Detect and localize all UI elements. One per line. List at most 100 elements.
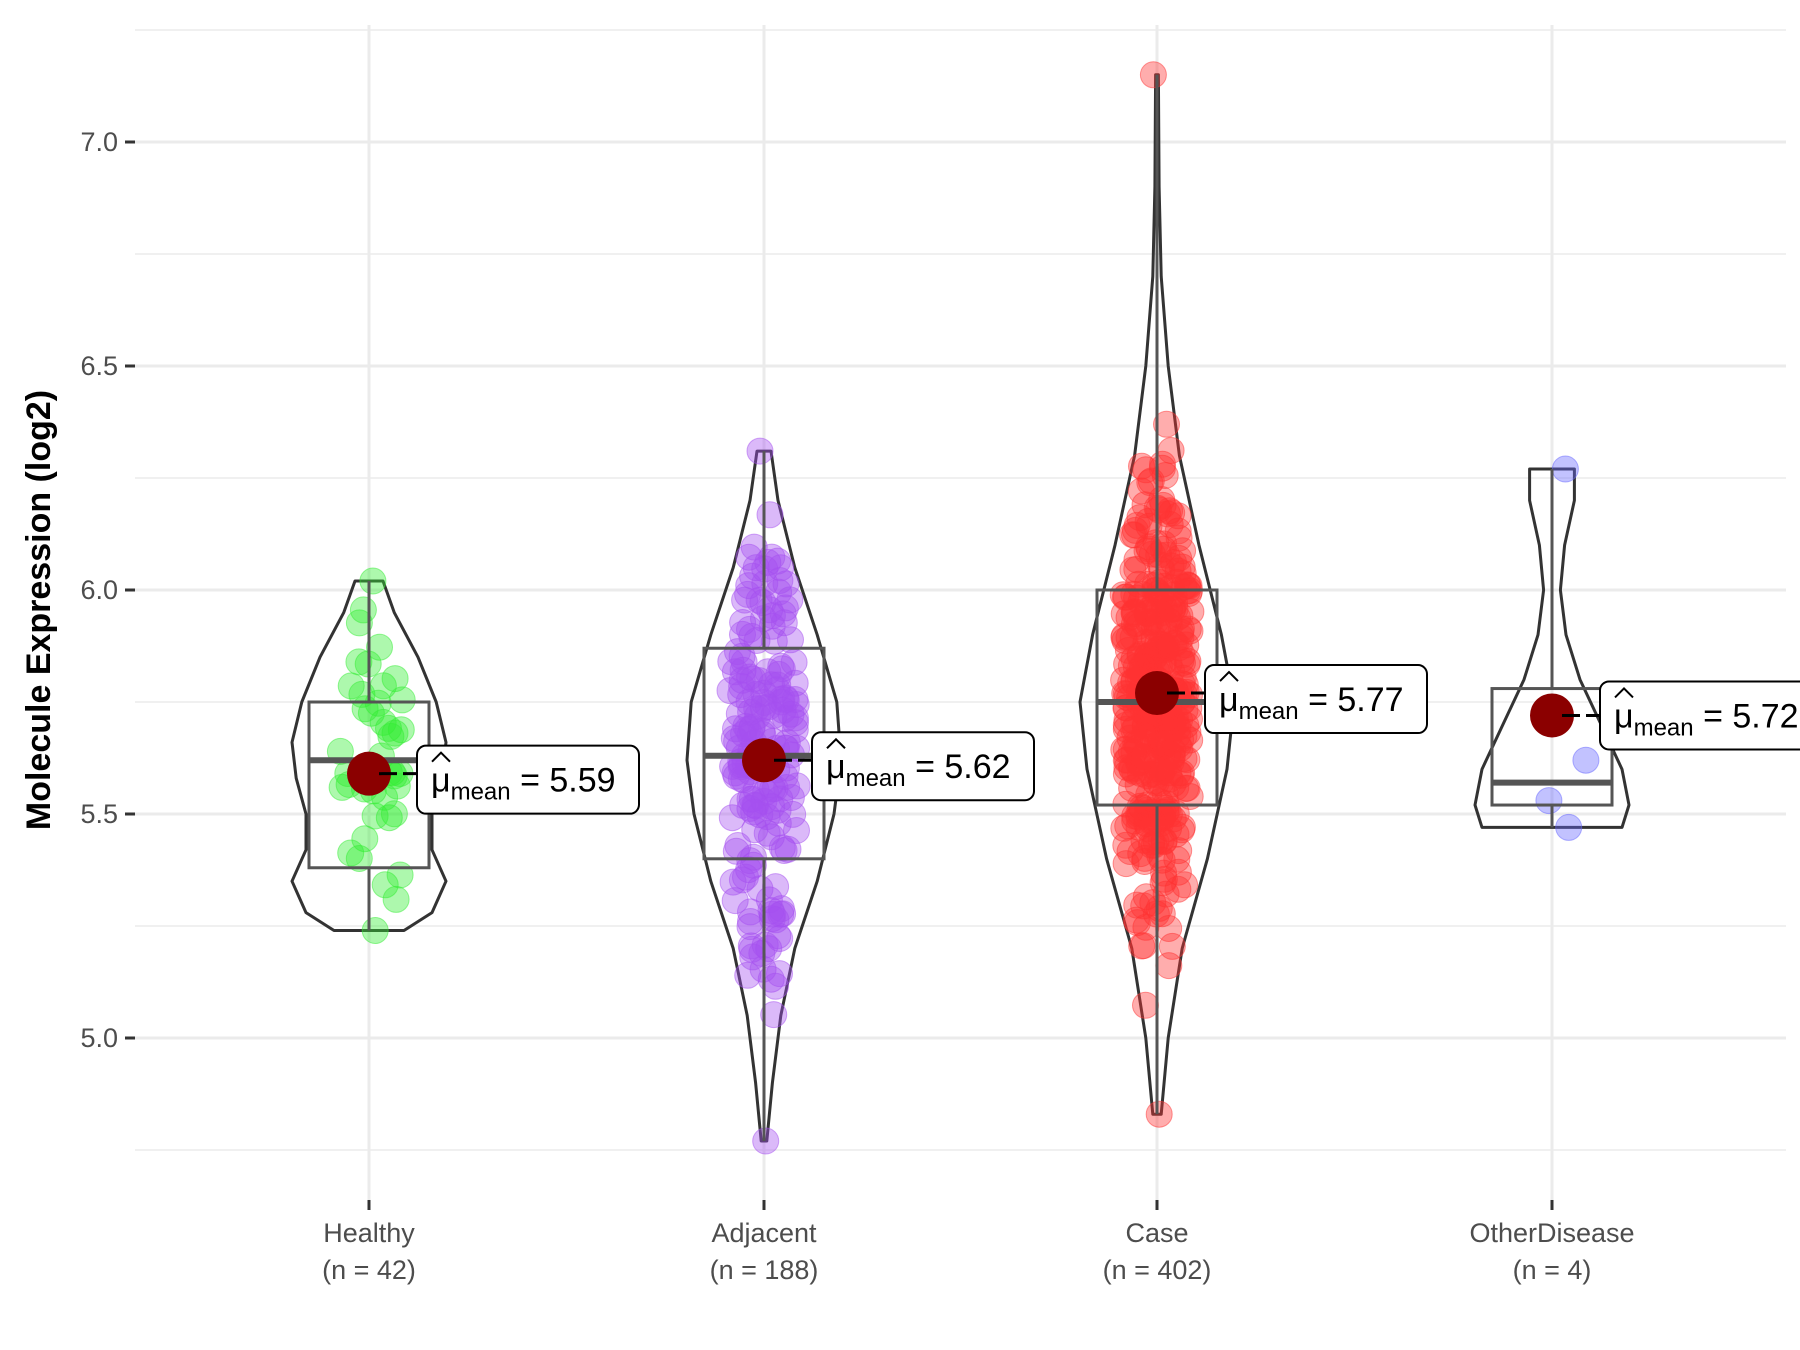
data-point [380, 800, 408, 828]
data-point [716, 677, 744, 705]
data-point [746, 437, 774, 465]
hat-accent [826, 737, 846, 749]
annotation-box [811, 731, 1035, 802]
data-point [762, 972, 789, 1000]
data-point [1165, 544, 1193, 572]
violin-otherdisease [1473, 467, 1631, 829]
data-point [756, 501, 784, 529]
data-point [748, 939, 776, 967]
data-point [1148, 486, 1176, 513]
hat-accent [431, 751, 451, 763]
data-point [1176, 705, 1203, 733]
data-point [771, 684, 799, 712]
data-point [750, 679, 778, 707]
data-point [1145, 1100, 1173, 1128]
data-point [757, 823, 785, 851]
data-point [361, 802, 389, 830]
mean-subscript: mean [1239, 698, 1299, 725]
annotation-text: μmean = 5.77 [1219, 681, 1404, 725]
data-point [766, 925, 794, 952]
annotation-box [1599, 680, 1800, 751]
y-tick-label: 7.0 [80, 127, 118, 157]
data-point [755, 935, 783, 963]
data-point [382, 885, 410, 913]
x-tick-label: Adjacent [711, 1218, 817, 1248]
grid [135, 25, 1786, 1200]
data-point [735, 856, 763, 884]
data-point [750, 787, 778, 815]
annotation-text: μmean = 5.62 [826, 748, 1011, 792]
data-point [756, 596, 784, 624]
data-point [767, 900, 795, 928]
mu-symbol: μ [826, 748, 846, 786]
data-point [1115, 604, 1143, 632]
mean-subscript: mean [1634, 714, 1694, 741]
data-point [1139, 61, 1167, 89]
data-point [1152, 635, 1180, 663]
data-point [721, 887, 749, 915]
data-point [1167, 726, 1195, 753]
data-point [1164, 502, 1192, 530]
hat-accent [1219, 670, 1239, 682]
data-point [1119, 556, 1147, 584]
annotation-text: μmean = 5.59 [431, 762, 616, 806]
y-tick-label: 6.0 [80, 575, 118, 605]
data-point [1133, 537, 1161, 565]
data-point [371, 871, 399, 899]
hat-accent [1614, 687, 1634, 699]
data-point [742, 680, 770, 708]
data-point [1128, 452, 1155, 480]
data-point [1112, 715, 1140, 743]
data-point [1141, 571, 1169, 599]
data-point [1163, 845, 1191, 873]
y-axis: 5.0 5.5 6.0 6.5 7.0 [80, 127, 135, 1053]
data-point [375, 804, 403, 832]
jitter-points [326, 61, 1600, 1155]
data-point [1138, 540, 1166, 568]
data-point [1139, 889, 1167, 917]
data-point [1132, 991, 1159, 1019]
data-point [732, 863, 759, 891]
data-point [366, 633, 393, 661]
data-point [1165, 524, 1193, 552]
data-point [1555, 813, 1583, 841]
data-point [1123, 909, 1151, 937]
data-point [779, 800, 807, 828]
data-point [1120, 598, 1148, 626]
data-point [345, 845, 373, 872]
data-point [1551, 455, 1579, 483]
y-tick-label: 6.5 [80, 351, 118, 381]
data-point [1143, 755, 1171, 783]
data-point [760, 701, 788, 729]
data-point [345, 609, 373, 637]
data-point [1167, 623, 1195, 651]
mean-point [742, 738, 786, 783]
x-tick-label: Healthy [323, 1218, 415, 1248]
data-point [758, 900, 786, 928]
data-point [736, 663, 763, 691]
data-point [1159, 770, 1187, 798]
annotation-text: μmean = 5.72 [1614, 697, 1799, 741]
data-point [1147, 551, 1175, 579]
data-point [1147, 599, 1175, 627]
data-point [1164, 759, 1192, 787]
boxplots [307, 74, 1614, 1142]
mean-value: = 5.77 [1299, 681, 1404, 719]
x-axis: Healthy (n = 42) Adjacent (n = 188) Case (n =… [322, 1200, 1635, 1285]
mean-point [1530, 693, 1574, 738]
data-point [1156, 612, 1184, 640]
y-tick-label: 5.5 [80, 799, 118, 829]
data-point [1164, 875, 1192, 903]
data-point [760, 1001, 788, 1029]
data-point [728, 666, 756, 694]
mean-value: = 5.62 [906, 748, 1011, 786]
data-point [766, 567, 794, 594]
data-point [1110, 814, 1138, 842]
mu-symbol: μ [1614, 697, 1634, 735]
data-point [1151, 462, 1179, 489]
data-point [1572, 746, 1600, 774]
data-point [783, 772, 811, 800]
violins [290, 73, 1631, 1143]
